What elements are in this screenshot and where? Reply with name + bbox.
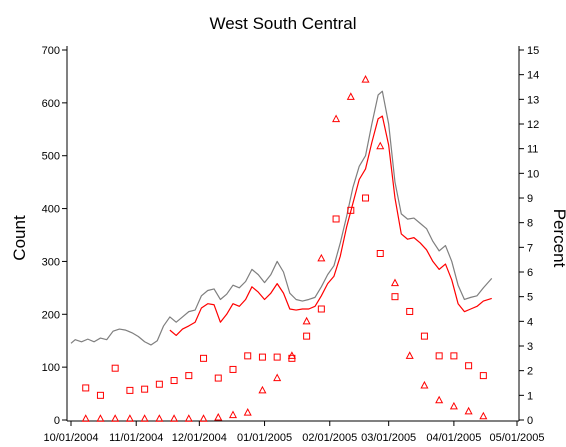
triangle-marker bbox=[125, 414, 134, 422]
y-tick-label-left: 500 bbox=[42, 151, 60, 163]
triangle-marker bbox=[464, 406, 473, 415]
triangle-marker bbox=[184, 414, 193, 422]
triangle-marker bbox=[405, 351, 414, 359]
triangle-marker bbox=[81, 414, 90, 422]
square-marker bbox=[244, 352, 252, 360]
square-marker bbox=[479, 372, 487, 380]
y-tick-label-left: 0 bbox=[54, 415, 60, 427]
square-marker bbox=[200, 354, 208, 362]
chart-title: West South Central bbox=[209, 14, 356, 33]
x-tick-label: 05/01/2005 bbox=[489, 432, 544, 444]
triangle-marker bbox=[199, 414, 208, 422]
y-tick-label-left: 400 bbox=[42, 204, 60, 216]
triangle-marker bbox=[214, 412, 223, 421]
y-tick-label-left: 600 bbox=[42, 98, 60, 110]
y-tick-label-left: 700 bbox=[42, 45, 60, 57]
y-tick-label-right: 13 bbox=[527, 94, 539, 106]
square-marker bbox=[170, 377, 178, 385]
y-tick-label-right: 14 bbox=[527, 70, 539, 82]
square-marker bbox=[96, 391, 104, 399]
square-marker bbox=[273, 353, 281, 361]
triangle-marker bbox=[170, 414, 179, 422]
triangle-marker bbox=[361, 75, 370, 83]
x-tick-label: 03/01/2005 bbox=[361, 432, 416, 444]
y-tick-label-right: 0 bbox=[527, 415, 533, 427]
y-tick-label-right: 4 bbox=[527, 316, 533, 328]
square-marker bbox=[155, 380, 163, 388]
y-tick-label-right: 11 bbox=[527, 144, 538, 156]
x-tick-label: 02/01/2005 bbox=[302, 432, 357, 444]
y-tick-label-left: 100 bbox=[42, 362, 60, 374]
square-marker bbox=[450, 352, 458, 360]
triangle-marker bbox=[449, 401, 458, 410]
square-marker bbox=[376, 250, 384, 257]
y-tick-label-right: 2 bbox=[527, 366, 533, 378]
y-tick-label-left: 200 bbox=[42, 309, 60, 321]
triangle-marker bbox=[376, 141, 385, 150]
y-tick-label-right: 9 bbox=[527, 193, 533, 205]
plot-area bbox=[70, 75, 493, 422]
triangle-marker bbox=[96, 414, 105, 422]
square-marker bbox=[362, 194, 370, 202]
y-tick-label-right: 5 bbox=[527, 292, 533, 304]
triangle-marker bbox=[420, 380, 429, 389]
square-marker bbox=[317, 305, 325, 313]
y-tick-label-right: 10 bbox=[527, 168, 539, 180]
triangle-marker bbox=[273, 373, 282, 382]
x-tick-label: 12/01/2004 bbox=[172, 432, 227, 444]
triangle-marker bbox=[243, 408, 252, 416]
x-tick-label: 01/01/2005 bbox=[237, 432, 292, 444]
square-marker bbox=[185, 372, 193, 380]
x-tick-label: 11/01/2004 bbox=[109, 432, 163, 444]
triangle-marker bbox=[111, 414, 120, 422]
square-marker bbox=[258, 353, 266, 361]
square-marker bbox=[82, 384, 90, 392]
square-marker bbox=[126, 386, 134, 394]
triangle-marker bbox=[140, 414, 149, 422]
y-axis-label-left: Count bbox=[10, 215, 29, 261]
y-tick-label-right: 1 bbox=[527, 390, 533, 402]
square-marker bbox=[347, 206, 355, 214]
square-marker bbox=[420, 332, 428, 340]
triangle-marker bbox=[435, 395, 444, 404]
triangle-marker bbox=[287, 351, 296, 359]
y-tick-label-right: 8 bbox=[527, 218, 533, 230]
square-marker bbox=[465, 362, 473, 370]
triangle-marker bbox=[390, 278, 400, 287]
square-marker bbox=[303, 332, 311, 340]
square-marker bbox=[214, 374, 222, 382]
square-marker bbox=[391, 293, 399, 301]
triangle-marker bbox=[479, 411, 488, 420]
square-marker bbox=[229, 365, 237, 373]
square-marker bbox=[435, 352, 443, 360]
y-tick-label-right: 15 bbox=[527, 45, 539, 57]
y-axis-label-right: Percent bbox=[550, 209, 566, 268]
square-marker bbox=[332, 215, 340, 223]
triangle-marker bbox=[346, 92, 355, 100]
y-tick-label-right: 6 bbox=[527, 267, 533, 279]
axes: 0100200300400500600700012345678910111213… bbox=[42, 45, 545, 444]
series-line-0 bbox=[70, 90, 493, 346]
square-marker bbox=[111, 364, 119, 372]
square-marker bbox=[406, 307, 414, 315]
triangle-marker bbox=[302, 316, 311, 325]
series-line-1 bbox=[169, 115, 492, 337]
triangle-marker bbox=[228, 410, 238, 419]
y-tick-label-right: 3 bbox=[527, 341, 533, 353]
triangle-marker bbox=[155, 414, 164, 422]
x-tick-label: 04/01/2005 bbox=[426, 432, 481, 444]
y-tick-label-right: 7 bbox=[527, 242, 533, 254]
square-marker bbox=[141, 385, 149, 393]
triangle-marker bbox=[258, 385, 267, 394]
x-tick-label: 10/01/2004 bbox=[43, 432, 98, 444]
y-tick-label-left: 300 bbox=[42, 256, 60, 268]
y-tick-label-right: 12 bbox=[527, 119, 539, 131]
triangle-marker bbox=[317, 253, 326, 262]
triangle-marker bbox=[332, 114, 341, 123]
